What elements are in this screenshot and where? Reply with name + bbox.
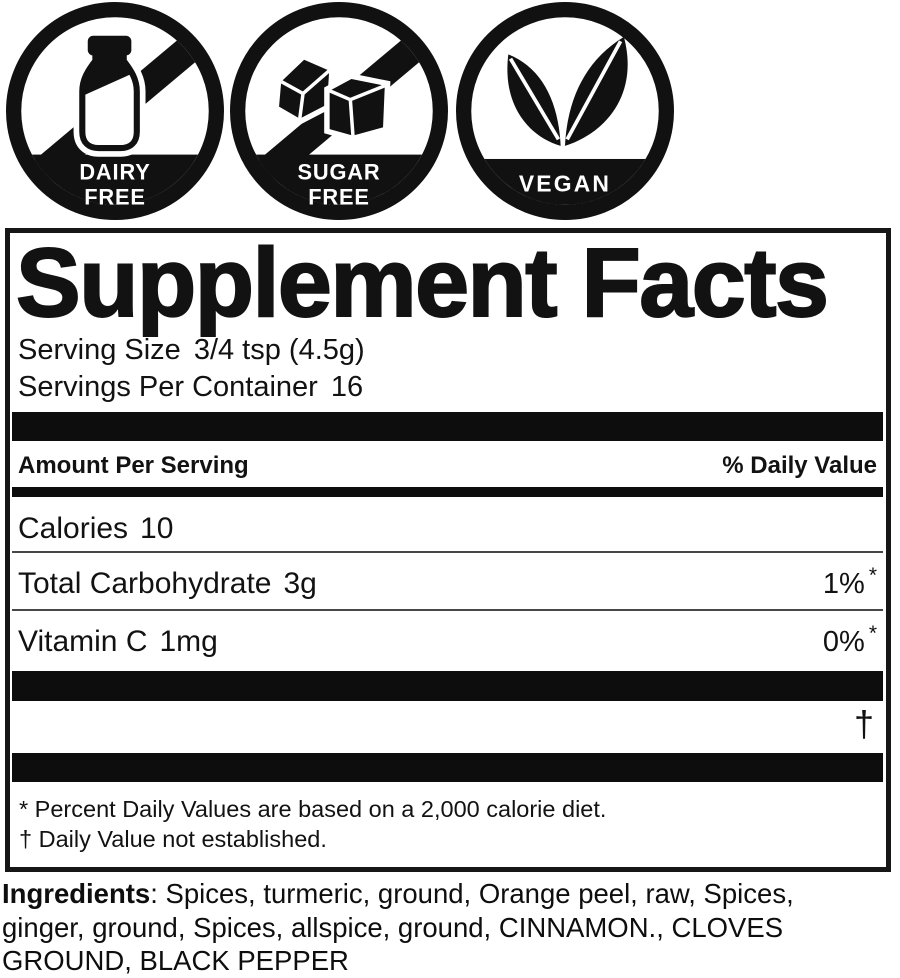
vitamin-c-dv: 0% * — [823, 622, 877, 665]
footnote-percent-dv: * Percent Daily Values are based on a 2,… — [19, 796, 607, 822]
sugar-free-icon: SUGAR FREE — [230, 2, 448, 220]
dairy-badge-label-line1: DAIRY — [79, 160, 150, 185]
leaves-glyph — [507, 36, 628, 146]
panel-title: Supplement Facts — [15, 228, 830, 337]
hairline-rule — [12, 609, 883, 611]
dairy-free-icon: DAIRY FREE — [6, 2, 224, 220]
thick-separator-bar — [12, 412, 883, 441]
ingredients-line2: ginger, ground, Spices, allspice, ground… — [2, 911, 784, 943]
vegan-badge-label: VEGAN — [519, 171, 611, 197]
servings-label: Servings Per Container — [18, 371, 318, 403]
ingredients-line1: Ingredients: Spices, turmeric, ground, O… — [2, 877, 882, 911]
serving-size-value: 3/4 tsp (4.5g) — [193, 334, 365, 366]
footnote-dv-not-established: † Daily Value not established. — [19, 826, 327, 852]
vitamin-c-row: Vitamin C 1mg — [18, 622, 218, 662]
carbohydrate-row: Total Carbohydrate 3g — [18, 564, 317, 604]
sugar-free-badge: SUGAR FREE — [230, 2, 448, 220]
carbohydrate-amount: 3g — [283, 567, 317, 600]
ingredients-line3: GROUND, BLACK PEPPER — [2, 945, 349, 976]
sugar-badge-label-line1: SUGAR — [297, 160, 380, 185]
thick-separator-bar — [12, 671, 883, 701]
thick-separator-bar — [12, 753, 883, 782]
amount-per-serving-header: Amount Per Serving — [18, 452, 249, 479]
asterisk-mark: * — [868, 564, 877, 587]
dagger-mark: † — [853, 703, 874, 744]
milk-bottle-glyph — [73, 30, 146, 157]
hairline-rule — [12, 551, 883, 553]
ingredients-label: Ingredients — [2, 878, 151, 909]
carbohydrate-dv-value: 1% — [822, 568, 865, 600]
vitamin-c-amount: 1mg — [159, 625, 218, 658]
supplement-facts-panel: Supplement Facts Serving Size 3/4 tsp (4.… — [5, 228, 891, 872]
servings-per-container-row: Servings Per Container 16 — [18, 369, 363, 405]
asterisk-mark: * — [868, 622, 877, 645]
calories-label: Calories — [18, 512, 129, 545]
sugar-badge-label-line2: FREE — [308, 185, 370, 210]
vitamin-c-label: Vitamin C — [18, 625, 148, 658]
sugar-cubes-glyph — [273, 53, 391, 142]
daily-value-header: % Daily Value — [722, 452, 877, 479]
ingredients-line1-rest: : Spices, turmeric, ground, Orange peel,… — [150, 878, 794, 909]
carbohydrate-dv: 1% * — [823, 564, 877, 607]
vitamin-c-dv-value: 0% — [822, 626, 865, 658]
serving-size-row: Serving Size 3/4 tsp (4.5g) — [18, 332, 365, 368]
vegan-badge: VEGAN — [456, 2, 674, 220]
servings-value: 16 — [330, 371, 364, 403]
carbohydrate-label: Total Carbohydrate — [18, 567, 272, 600]
medium-separator-bar — [12, 487, 883, 497]
calories-value: 10 — [140, 512, 174, 545]
calories-row: Calories 10 — [18, 509, 173, 549]
dairy-badge-label-line2: FREE — [84, 185, 146, 210]
vegan-icon: VEGAN — [456, 2, 674, 220]
ingredients-paragraph: Ingredients: Spices, turmeric, ground, O… — [2, 877, 882, 978]
serving-size-label: Serving Size — [18, 334, 181, 366]
dairy-free-badge: DAIRY FREE — [6, 2, 224, 220]
